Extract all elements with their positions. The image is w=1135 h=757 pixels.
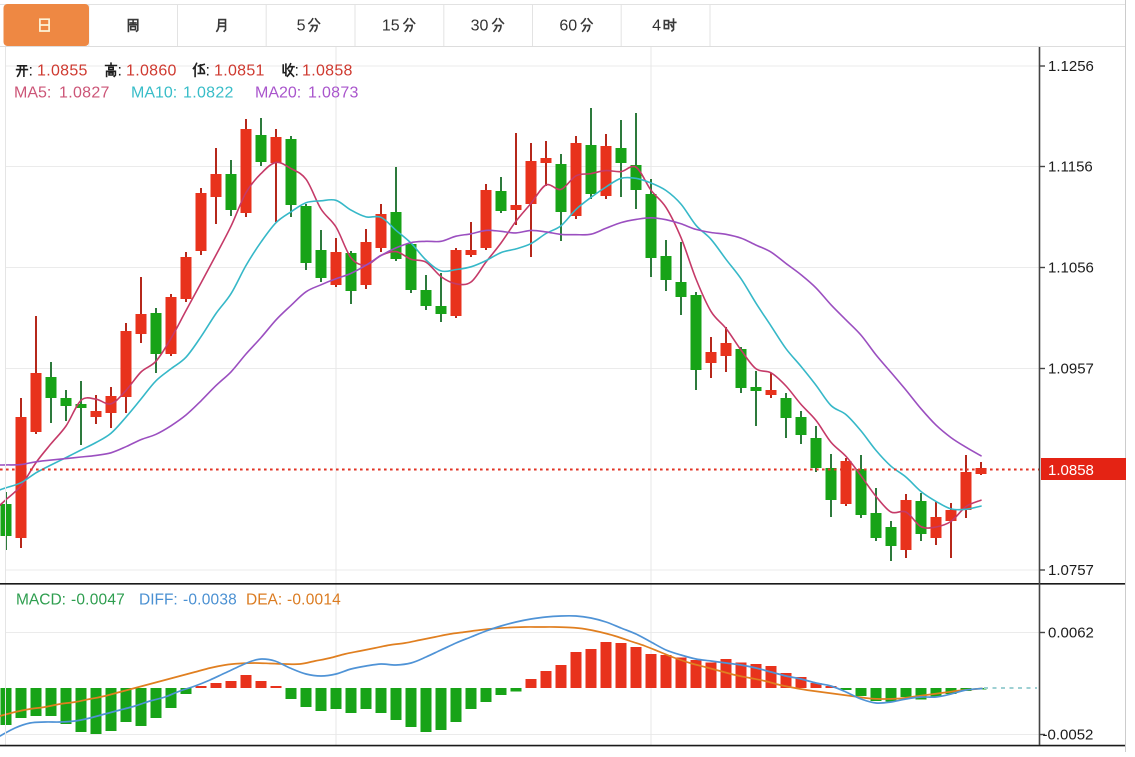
svg-text:MA10:: MA10: [131,85,177,102]
svg-text:DEA:: DEA: [246,592,282,609]
svg-text:-0.0047: -0.0047 [71,592,125,609]
svg-text:-0.0052: -0.0052 [1043,727,1094,744]
svg-text:1.0822: 1.0822 [183,85,234,102]
svg-text:1.0860: 1.0860 [126,63,177,80]
svg-text:MA20:: MA20: [255,85,301,102]
svg-text:0.0062: 0.0062 [1048,625,1094,642]
svg-text:1.1156: 1.1156 [1048,159,1093,176]
svg-text:15: 15 [382,18,400,35]
svg-text:1.1256: 1.1256 [1048,58,1094,75]
svg-text:1.0873: 1.0873 [308,85,359,102]
svg-text:1.0855: 1.0855 [37,63,88,80]
svg-text::: : [206,63,210,80]
svg-text:1.0827: 1.0827 [59,85,110,102]
svg-text:5: 5 [297,18,306,35]
svg-text:1.1056: 1.1056 [1048,260,1094,277]
svg-text::: : [118,63,122,80]
svg-text:60: 60 [559,18,577,35]
svg-text:MACD:: MACD: [16,592,66,609]
svg-text:-0.0014: -0.0014 [287,592,341,609]
svg-text::: : [29,63,33,80]
svg-text:1.0858: 1.0858 [302,63,353,80]
svg-text::: : [295,63,299,80]
svg-text:1.0858: 1.0858 [1048,462,1094,479]
svg-text:4: 4 [652,18,661,35]
svg-text:30: 30 [471,18,489,35]
svg-text:DIFF:: DIFF: [139,592,178,609]
svg-text:MA5:: MA5: [14,85,51,102]
svg-text:1.0757: 1.0757 [1048,562,1094,579]
svg-text:1.0851: 1.0851 [214,63,265,80]
svg-text:-0.0038: -0.0038 [183,592,237,609]
svg-text:1.0957: 1.0957 [1048,361,1094,378]
